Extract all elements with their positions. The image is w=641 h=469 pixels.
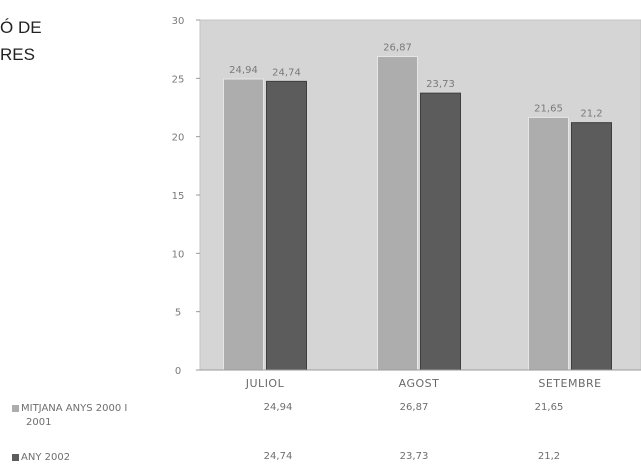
legend-key-series-2: ANY 2002 xyxy=(12,451,202,465)
table-cell-s1-juliol: 24,94 xyxy=(263,402,293,413)
table-cell-s2-agost: 23,73 xyxy=(399,451,429,462)
table-cell-s2-juliol: 24,74 xyxy=(263,451,293,462)
x-category-label: SETEMBRE xyxy=(538,377,601,390)
legend-swatch-series-2 xyxy=(12,453,19,461)
legend-label-series-1-line-1: MITJANA ANYS 2000 I xyxy=(21,403,128,414)
legend-label-series-2: ANY 2002 xyxy=(21,452,71,463)
chart-title-line-2: RES xyxy=(0,45,35,64)
legend-swatch-series-1 xyxy=(12,404,19,412)
table-cell-s2-setembre: 21,2 xyxy=(537,451,561,462)
chart-title: Ó DE RES xyxy=(0,14,120,68)
data-label-setembre-series-1: 21,65 xyxy=(534,103,563,114)
table-cell-s1-setembre: 21,65 xyxy=(534,402,564,413)
bar-agost-series-1 xyxy=(377,56,418,371)
y-tick-label: 25 xyxy=(172,74,185,85)
data-label-agost-series-2: 23,73 xyxy=(426,79,455,90)
x-category-label: AGOST xyxy=(399,377,440,390)
y-tick-label: 15 xyxy=(172,191,185,202)
table-cell-s1-agost: 26,87 xyxy=(399,402,429,413)
legend-data-table: MITJANA ANYS 2000 I 2001 24,94 26,87 21,… xyxy=(0,400,641,469)
bar-setembre-series-1 xyxy=(528,116,569,371)
data-label-juliol-series-1: 24,94 xyxy=(229,65,258,76)
data-label-agost-series-1: 26,87 xyxy=(383,43,412,54)
y-tick-label: 10 xyxy=(172,249,185,260)
chart-title-line-1: Ó DE xyxy=(0,18,42,37)
y-tick-label: 0 xyxy=(175,366,181,377)
legend-key-series-1: MITJANA ANYS 2000 I 2001 xyxy=(12,402,202,430)
bar-chart: 0 5 10 15 20 25 30 24,94 24,74 JULIOL 26,87 23,73 AG… xyxy=(172,16,641,390)
bar-setembre-series-2 xyxy=(571,122,612,371)
bar-juliol-series-2 xyxy=(266,80,307,371)
legend-label-series-1-line-2: 2001 xyxy=(26,417,52,428)
y-tick-label: 20 xyxy=(172,133,185,144)
y-tick-label: 5 xyxy=(175,308,181,319)
data-label-setembre-series-2: 21,2 xyxy=(580,109,602,120)
bar-agost-series-2 xyxy=(420,92,461,371)
y-tick-label: 30 xyxy=(172,16,185,27)
data-label-juliol-series-2: 24,74 xyxy=(272,67,301,78)
x-category-label: JULIOL xyxy=(245,377,285,390)
bar-juliol-series-1 xyxy=(223,78,264,371)
